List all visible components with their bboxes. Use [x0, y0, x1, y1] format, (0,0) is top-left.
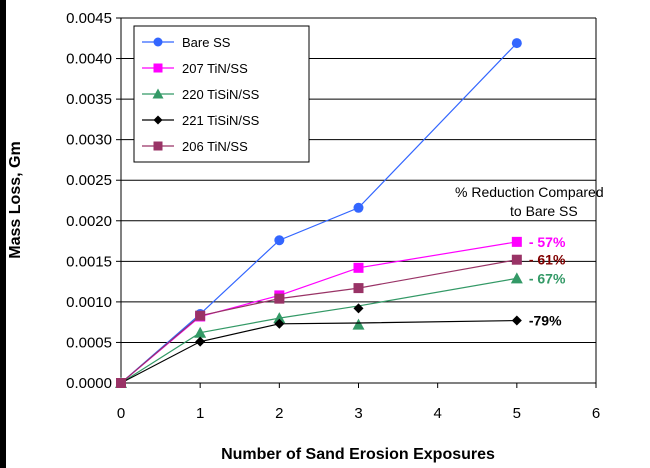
data-point-207-tin-ss	[353, 262, 364, 273]
annotation-line2: to Bare SS	[510, 203, 578, 219]
data-point-221-tisin-ss	[511, 315, 522, 326]
data-point-206-tin-ss	[511, 254, 522, 265]
legend-label-bare-ss: Bare SS	[182, 35, 231, 50]
legend-label-206-tin-ss: 206 TiN/SS	[182, 139, 248, 154]
data-point-221-tisin-ss	[274, 318, 285, 329]
legend-label-207-tin-ss: 207 TiN/SS	[182, 61, 248, 76]
data-point-206-tin-ss	[353, 283, 364, 294]
data-point-206-tin-ss	[195, 310, 206, 321]
reduction-label: - 67%	[529, 270, 566, 286]
y-tick-label: 0.0045	[66, 10, 112, 27]
y-tick-label: 0.0005	[66, 334, 112, 351]
series-220-tisin-ss	[115, 272, 523, 388]
legend-label-221-tisin-ss: 221 TiSiN/SS	[182, 113, 260, 128]
y-tick-label: 0.0020	[66, 213, 112, 230]
y-tick-labels: 0.0000 0.0005 0.0010 0.0015 0.0020 0.0025 0.00…	[66, 10, 112, 392]
y-tick-label: 0.0015	[66, 253, 112, 270]
data-point-bare-ss	[511, 38, 522, 49]
series-221-tisin-ss	[116, 303, 522, 388]
x-tick-labels: 0 1 2 3 4 5 6	[117, 405, 600, 422]
legend: Bare SS 207 TiN/SS 220 TiSiN/SS 221 TiSiN/S…	[133, 25, 310, 163]
legend-marker-206-tin-ss	[153, 141, 163, 151]
data-point-220-tisin-ss	[352, 318, 365, 330]
x-tick-label: 1	[196, 405, 204, 422]
y-tick-label: 0.0010	[66, 294, 112, 311]
y-tick-label: 0.0040	[66, 51, 112, 68]
data-point-221-tisin-ss	[353, 303, 364, 314]
x-axis-title: Number of Sand Erosion Exposures	[221, 446, 495, 463]
data-point-bare-ss	[353, 202, 364, 213]
series-group	[115, 38, 523, 388]
data-point-207-tin-ss	[511, 236, 522, 247]
y-tick-label: 0.0000	[66, 375, 112, 392]
x-tick-label: 5	[513, 405, 521, 422]
y-tick-label: 0.0030	[66, 132, 112, 149]
x-tick-label: 6	[592, 405, 600, 422]
legend-marker-220-tisin-ss	[152, 88, 164, 99]
data-point-220-tisin-ss	[273, 312, 286, 324]
legend-marker-221-tisin-ss	[153, 115, 163, 125]
reduction-label: - 57%	[529, 234, 566, 250]
x-tick-label: 3	[354, 405, 362, 422]
x-tick-label: 2	[275, 405, 283, 422]
data-point-bare-ss	[274, 235, 285, 246]
series-line-221-tisin-ss	[120, 319, 517, 384]
annotations: % Reduction Compared to Bare SS - 57% - 6…	[455, 184, 604, 329]
data-point-220-tisin-ss	[194, 326, 207, 338]
left-edge-bar	[0, 0, 6, 468]
x-tick-label: 0	[117, 405, 125, 422]
y-tick-label: 0.0035	[66, 91, 112, 108]
data-point-221-tisin-ss	[195, 336, 206, 347]
x-tick-label: 4	[433, 405, 441, 422]
legend-marker-207-tin-ss	[153, 63, 163, 73]
y-tick-label: 0.0025	[66, 172, 112, 189]
legend-marker-bare-ss	[153, 37, 163, 47]
reduction-label: - 61%	[529, 252, 566, 268]
annotation-line1: % Reduction Compared	[455, 184, 604, 200]
legend-label-220-tisin-ss: 220 TiSiN/SS	[182, 87, 260, 102]
data-point-206-tin-ss	[274, 293, 285, 304]
reduction-label: -79%	[529, 313, 562, 329]
data-point-220-tisin-ss	[510, 272, 523, 284]
series-206-tin-ss	[116, 254, 522, 388]
y-axis-title: Mass Loss, Gm	[7, 141, 24, 258]
data-point-206-tin-ss	[116, 378, 126, 388]
